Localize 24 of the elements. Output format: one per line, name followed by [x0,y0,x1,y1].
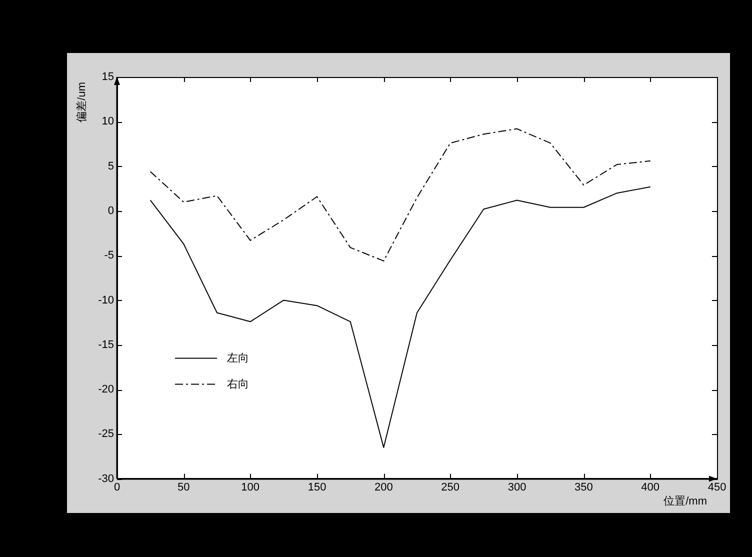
x-tick-label: 100 [241,481,260,494]
y-axis-title: 偏差/um [76,82,88,122]
x-tick-label: 300 [508,481,526,494]
legend-label: 左向 [227,352,249,364]
y-tick-label: -20 [98,384,114,396]
y-tick-label: -15 [98,338,114,351]
y-tick-label: 10 [102,116,114,128]
x-tick-label: 50 [178,481,190,494]
y-tick-label: -25 [98,428,114,440]
x-tick-label: 250 [441,481,460,494]
x-tick-label: 200 [374,481,393,494]
line-series [150,128,651,262]
x-tick-label: 350 [574,481,593,494]
y-tick-label: -5 [104,250,114,262]
y-tick-label: -30 [98,472,114,485]
y-tick-label: -10 [98,294,114,306]
y-tick-label: 0 [108,204,114,217]
legend-label: 右向 [227,378,249,390]
x-axis-title: 位置/mm [664,495,707,508]
x-tick-label: 450 [708,481,726,494]
x-tick-label: 150 [308,481,326,494]
y-tick-label: 15 [102,71,114,84]
y-tick-label: 5 [108,160,114,172]
x-tick-label: 400 [641,481,660,494]
